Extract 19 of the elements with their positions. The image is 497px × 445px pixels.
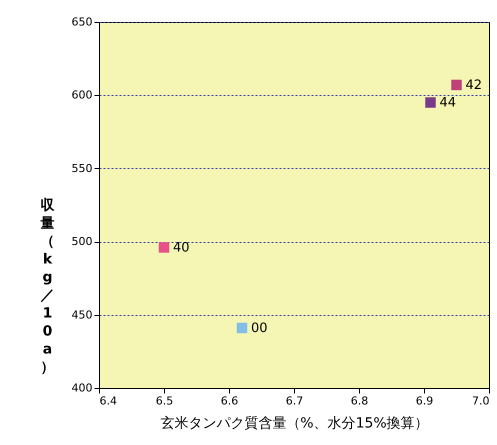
x-tick-label: 6.5 (156, 394, 174, 408)
y-tick-label: 400 (72, 382, 92, 394)
series-label: 00 (251, 320, 268, 336)
x-tick-label: 7.0 (472, 394, 490, 408)
x-tick-label: 6.7 (286, 394, 304, 408)
y-tick-label: 650 (72, 16, 92, 28)
x-tick-label: 6.8 (350, 394, 368, 408)
text: 収量（kg／10a） (40, 198, 54, 376)
y-tick-label: 600 (72, 88, 92, 102)
series-label: 40 (173, 240, 190, 256)
x-tick-label: 6.9 (416, 394, 434, 408)
y-tick-label: 550 (72, 162, 92, 175)
x-axis-title: 玄米タンパク質含量（%、水分15%換算） (160, 416, 429, 432)
series-label: 44 (440, 96, 456, 111)
x-tick-label: 6.6 (220, 394, 238, 408)
y-tick-label: 500 (72, 235, 92, 248)
series-label: 42 (466, 78, 482, 93)
y-tick-label: 450 (72, 308, 92, 322)
x-tick-label: 6.4 (100, 394, 117, 408)
